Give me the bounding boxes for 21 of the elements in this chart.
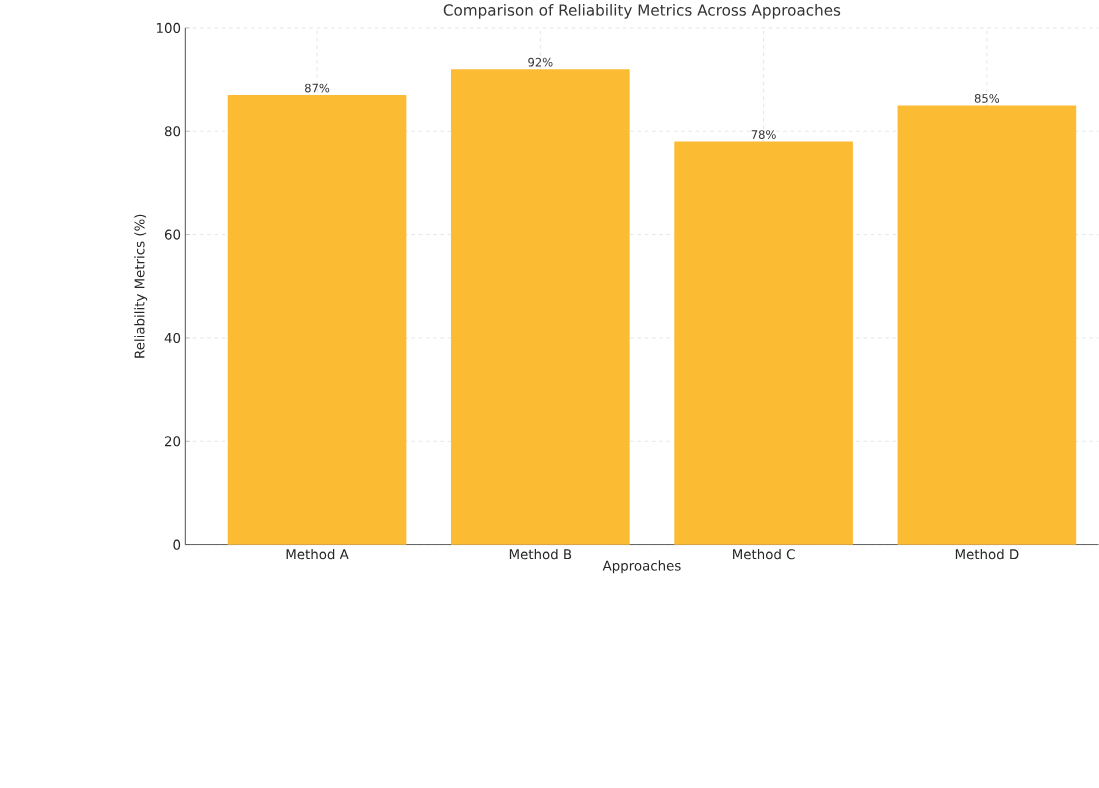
y-tick-label: 20 — [164, 436, 181, 447]
data-label: 78% — [751, 130, 776, 140]
data-label: 87% — [305, 83, 330, 93]
x-tick-label: Method B — [509, 549, 572, 560]
y-axis-title: Reliability Metrics (%) — [134, 214, 148, 358]
bar — [674, 141, 853, 545]
data-label: 92% — [528, 58, 553, 67]
x-tick-label: Method A — [286, 549, 349, 560]
x-axis-title: Approaches — [602, 560, 681, 574]
data-label: 85% — [974, 94, 1000, 103]
y-tick-label: 80 — [164, 126, 181, 137]
x-tick-label: Method D — [955, 549, 1019, 560]
y-tick-label: 0 — [173, 539, 181, 550]
bar — [451, 69, 630, 545]
y-tick-label: 100 — [156, 23, 181, 34]
y-tick-label: 40 — [164, 333, 181, 344]
bar — [897, 105, 1077, 545]
x-tick-label: Method C — [733, 549, 795, 560]
chart-title: Comparison of Reliability Metrics Across Approaches — [443, 4, 841, 19]
y-tick-label: 60 — [164, 229, 181, 240]
bar — [227, 95, 407, 545]
